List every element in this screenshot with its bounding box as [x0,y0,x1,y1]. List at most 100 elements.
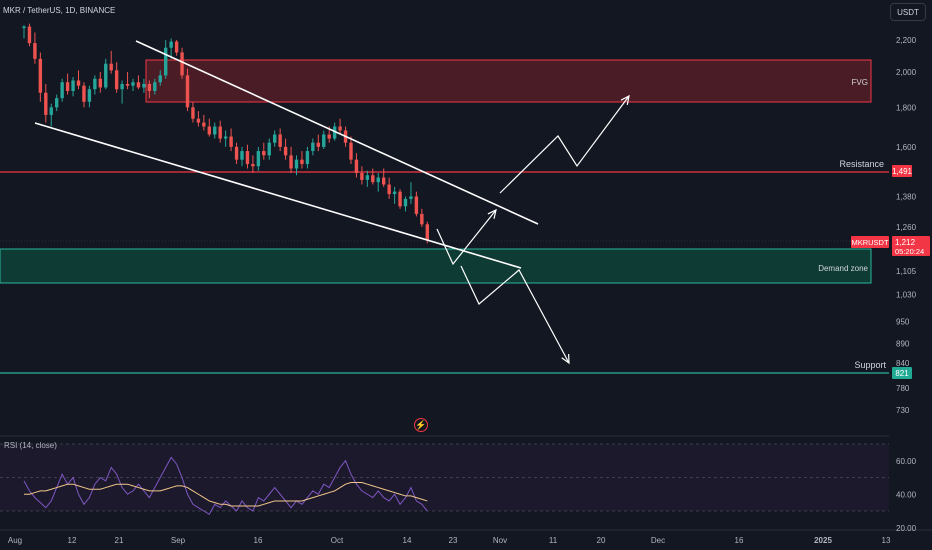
demand-zone-label: Demand zone [818,264,868,273]
rsi-line [23,456,428,516]
currency-button[interactable]: USDT [890,3,926,21]
candle-body [245,151,250,165]
candle-body [425,224,429,240]
x-tick-label: Aug [8,536,22,545]
candle-body [164,47,168,76]
candle-body [409,196,413,199]
y-tick-label: 730 [896,406,910,415]
x-tick-label: 14 [403,536,412,545]
rsi-indicator-label[interactable]: RSI (14, close) [4,441,57,450]
x-tick-label: 2025 [814,536,832,545]
candle-body [278,134,282,147]
x-tick-label: 23 [449,536,458,545]
candle-body [22,26,26,29]
bearish-arrow-head [561,353,570,365]
lightning-icon[interactable]: ⚡ [414,418,428,432]
countdown: 05:20:24 [895,247,924,256]
candle-body [283,146,288,156]
candle-body [256,151,261,167]
candle-body [371,175,375,183]
y-tick-label: 1,105 [896,267,917,276]
candle-body [82,85,86,102]
resistance-label: Resistance [839,159,884,169]
candle-body [229,136,233,147]
candle-body [316,142,320,147]
rsi-tick-label: 20.00 [896,524,917,533]
candle-body [300,159,304,165]
rsi-ma-line [24,482,428,507]
candle-body [120,83,124,90]
last-price-badge [892,236,930,256]
last-price: 1,212 [895,238,916,247]
y-tick-label: 780 [896,384,910,393]
resistance-price-badge [892,165,912,177]
candle-body [93,78,97,90]
candle-body [267,142,271,156]
candle-body [158,75,162,83]
fvg-label: FVG [852,78,868,87]
x-tick-label: Oct [331,536,344,545]
candle-body [382,177,386,185]
y-tick-label: 1,600 [896,143,917,152]
x-tick-label: 16 [735,536,744,545]
candle-body [98,78,102,88]
x-tick-label: 13 [882,536,891,545]
bullish-arrow [499,95,630,194]
candle-body [234,146,239,160]
candle-body [38,58,43,93]
candle-body [218,126,222,139]
y-tick-label: 1,800 [896,103,917,112]
support-price-badge [892,367,912,379]
candle-body [311,142,315,152]
candle-body [44,92,48,115]
x-tick-label: 16 [254,536,263,545]
rsi-tick-label: 40.00 [896,490,917,499]
demand-zone [0,248,872,284]
x-tick-label: 12 [68,536,77,545]
candle-body [354,159,359,173]
candle-body [387,184,391,195]
y-tick-label: 1,030 [896,291,917,300]
fvg-zone [145,59,872,103]
candle-body [305,151,310,165]
y-tick-label: 840 [896,359,910,368]
candle-body [109,63,113,71]
y-tick-label: 2,000 [896,68,917,77]
resistance-price: 1,491 [892,167,913,176]
candle-body [153,82,157,91]
candle-body [49,107,53,115]
candle-body [360,172,364,180]
symbol-badge-text: MKRUSDT [851,238,889,247]
candle-body [420,213,424,225]
candle-body [147,83,152,91]
x-tick-label: Nov [493,536,507,545]
upper-channel-line [135,40,539,225]
candle-body [414,196,419,214]
candle-body [398,191,402,207]
y-tick-label: 1,380 [896,192,917,201]
support-price: 821 [895,369,909,378]
candle-body [223,136,228,139]
y-tick-label: 950 [896,318,910,327]
candle-body [114,70,119,90]
candle-body [251,164,255,167]
candle-body [180,52,184,76]
candle-body [202,122,206,127]
candle-body [136,82,141,88]
candle-body [65,82,70,91]
candle-body [392,191,397,195]
candle-body [213,126,217,135]
candle-body [142,83,146,88]
support-label: Support [854,360,886,370]
candle-body [27,26,32,44]
bounce-arrow-head [487,208,497,219]
candle-body [185,75,190,108]
candle-body [60,82,64,99]
candle-body [365,175,370,180]
bounce-arrow [436,209,497,266]
y-tick-label: 2,200 [896,36,917,45]
x-tick-label: 11 [549,536,558,545]
x-tick-label: 20 [597,536,606,545]
candle-body [125,83,130,86]
